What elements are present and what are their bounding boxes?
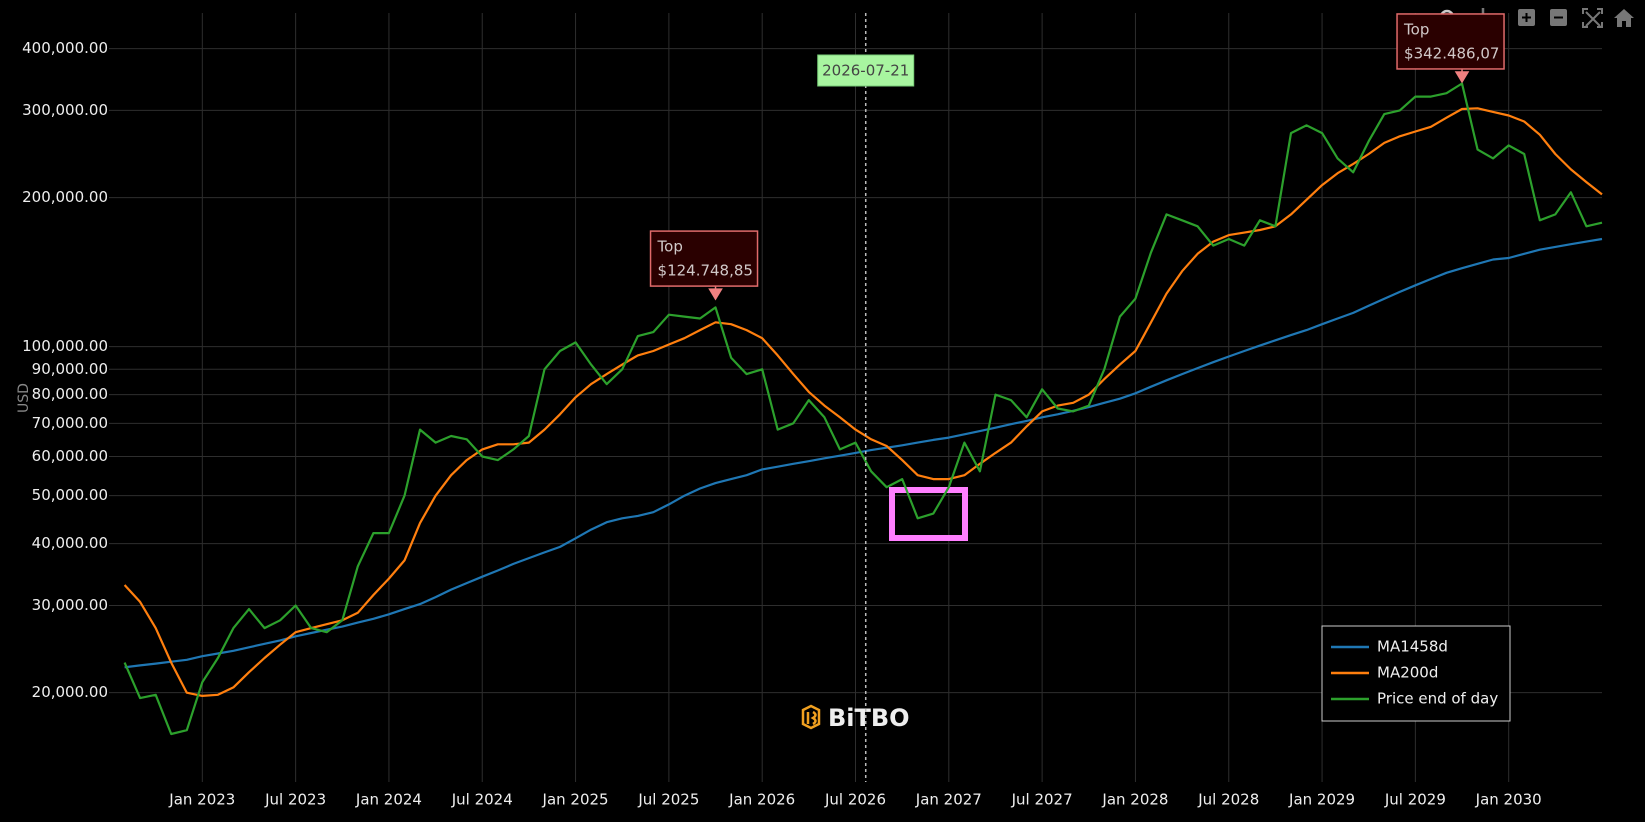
zoom-out-button[interactable]	[1550, 9, 1567, 26]
x-tick-label: Jul 2028	[1197, 791, 1259, 809]
x-tick-label: Jan 2025	[542, 791, 609, 809]
y-tick-label: 80,000.00	[32, 385, 108, 403]
x-tick-label: Jul 2026	[824, 791, 886, 809]
y-tick-label: 200,000.00	[22, 188, 108, 206]
legend-label: MA1458d	[1377, 638, 1448, 656]
x-tick-label: Jan 2023	[168, 791, 235, 809]
x-tick-label: Jul 2027	[1011, 791, 1073, 809]
series-line	[123, 82, 1603, 736]
reset-button[interactable]	[1614, 9, 1634, 27]
annotation-arrow	[708, 286, 723, 301]
x-tick-label: Jul 2024	[451, 791, 513, 809]
autoscale-button[interactable]	[1582, 8, 1603, 28]
y-tick-label: 50,000.00	[32, 486, 108, 504]
y-tick-label: 60,000.00	[32, 447, 108, 465]
x-tick-label: Jul 2029	[1384, 791, 1446, 809]
y-tick-label: 70,000.00	[32, 414, 108, 432]
legend: MA1458d MA200d Price end of day	[1321, 625, 1511, 722]
y-tick-label: 100,000.00	[22, 337, 108, 355]
x-tick-label: Jul 2025	[637, 791, 699, 809]
series-line	[123, 107, 1603, 697]
annotation-box	[1396, 13, 1505, 70]
zoom-in-button[interactable]	[1518, 9, 1535, 26]
x-tick-label: Jan 2027	[915, 791, 982, 809]
x-tick-label: Jan 2024	[355, 791, 422, 809]
legend-label: MA200d	[1377, 664, 1438, 682]
y-tick-label: 40,000.00	[32, 534, 108, 552]
y-tick-label: 30,000.00	[32, 596, 108, 614]
y-axis-title: USD	[16, 383, 32, 413]
x-tick-label: Jan 2029	[1288, 791, 1355, 809]
y-tick-label: 400,000.00	[22, 39, 108, 57]
annotation-label: $342.486,07	[1404, 44, 1499, 62]
y-tick-label: 300,000.00	[22, 101, 108, 119]
highlight-box	[889, 487, 968, 541]
marker-label: 2026-07-21	[822, 62, 909, 80]
logo-icon	[801, 704, 821, 730]
annotation-arrow	[1454, 68, 1470, 84]
watermark-logo: BiTBO	[801, 704, 910, 732]
watermark-text: BiTBO	[828, 704, 910, 732]
annotation-title: Top	[1403, 20, 1429, 38]
x-tick-label: Jan 2028	[1101, 791, 1168, 809]
marker-label-box	[817, 54, 915, 87]
y-tick-label: 20,000.00	[32, 683, 108, 701]
x-tick-label: Jul 2023	[264, 791, 326, 809]
annotation-box	[649, 230, 759, 287]
series-line	[124, 237, 1603, 669]
legend-label: Price end of day	[1377, 690, 1498, 708]
grid	[109, 13, 1602, 782]
annotation-label: $124.748,85	[658, 262, 753, 280]
annotation-title: Top	[657, 238, 683, 256]
y-tick-label: 90,000.00	[32, 360, 108, 378]
x-tick-label: Jan 2030	[1475, 791, 1542, 809]
x-tick-label: Jan 2026	[728, 791, 795, 809]
